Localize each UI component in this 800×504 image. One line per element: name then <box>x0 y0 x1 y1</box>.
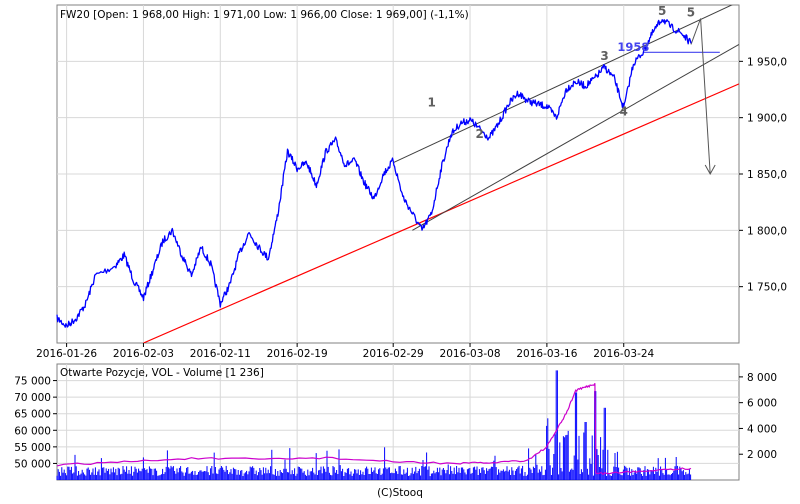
left-tick-label: 50 000 <box>14 458 51 470</box>
left-tick-label: 70 000 <box>14 392 51 404</box>
price-series <box>56 19 692 328</box>
main-overlays <box>143 5 739 343</box>
main-chart-title: FW20 [Open: 1 968,00 High: 1 971,00 Low:… <box>60 9 469 21</box>
right-tick-label: 2 000 <box>747 449 777 461</box>
level-label-1958: 1958 <box>617 40 649 54</box>
wave-label: 5 <box>658 4 666 18</box>
x-tick-label: 2016-03-16 <box>516 348 577 360</box>
price-line <box>56 19 692 328</box>
wave-label: 1 <box>427 95 435 109</box>
volume-bars <box>56 370 692 480</box>
open-interest-line <box>56 383 692 475</box>
channel-lower <box>412 43 739 231</box>
y-tick-label: 1 900,0 <box>747 113 787 125</box>
left-tick-label: 55 000 <box>14 442 51 454</box>
main-y-axis: 1 750,0 1 800,0 1 850,0 1 900,0 1 950,0 <box>739 56 787 294</box>
left-tick-label: 60 000 <box>14 425 51 437</box>
left-tick-label: 65 000 <box>14 409 51 421</box>
x-tick-label: 2016-03-24 <box>593 348 654 360</box>
projection <box>690 18 711 175</box>
volume-grid <box>57 364 739 480</box>
open-interest-polyline <box>56 383 692 475</box>
wave-label: 4 <box>620 104 628 118</box>
footer-credit: (C)Stooq <box>377 487 423 499</box>
x-tick-label: 2016-01-26 <box>36 348 97 360</box>
left-tick-label: 75 000 <box>14 376 51 388</box>
x-tick-label: 2016-02-29 <box>363 348 424 360</box>
volume-plot-frame <box>56 363 740 481</box>
right-tick-label: 4 000 <box>747 423 777 435</box>
y-tick-label: 1 850,0 <box>747 169 787 181</box>
volume-right-axis: 2 000 4 000 6 000 8 000 <box>739 372 777 461</box>
wave-annotations: 1 2 3 4 5 5 1958 <box>427 4 695 141</box>
x-tick-label: 2016-02-11 <box>190 348 251 360</box>
right-tick-label: 6 000 <box>747 398 777 410</box>
y-tick-label: 1 800,0 <box>747 225 787 237</box>
main-x-axis: 2016-01-26 2016-02-03 2016-02-11 2016-02-19… <box>36 343 655 360</box>
wave-label: 5 <box>687 5 695 19</box>
projection-arrowhead <box>704 164 716 176</box>
volume-chart-title: Otwarte Pozycje, VOL - Volume [1 236] <box>60 367 264 379</box>
volume-left-axis: 50 000 55 000 60 000 65 000 70 000 75 000 <box>14 376 57 470</box>
y-tick-label: 1 750,0 <box>747 282 787 294</box>
right-tick-label: 8 000 <box>747 372 777 384</box>
y-tick-label: 1 950,0 <box>747 56 787 68</box>
wave-label: 3 <box>600 49 608 63</box>
main-grid <box>57 5 739 343</box>
x-tick-label: 2016-03-08 <box>440 348 501 360</box>
wave-label: 2 <box>475 127 483 141</box>
x-tick-label: 2016-02-19 <box>267 348 328 360</box>
x-tick-label: 2016-02-03 <box>113 348 174 360</box>
